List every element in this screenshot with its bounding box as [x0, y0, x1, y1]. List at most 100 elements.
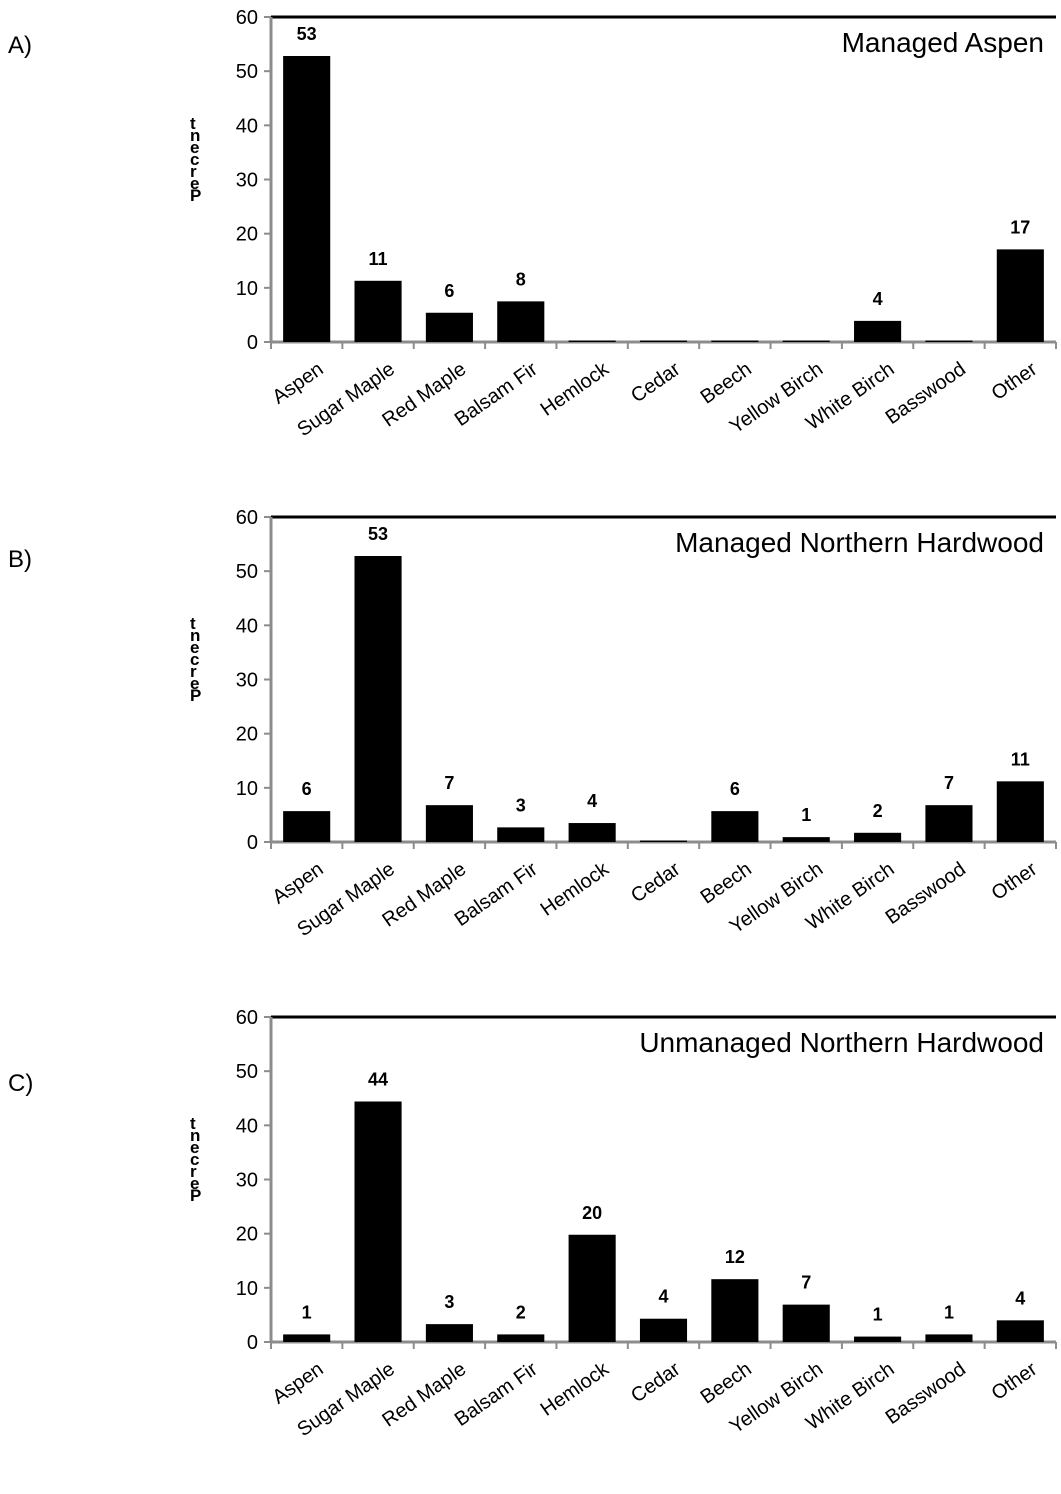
- category-label: Hemlock: [537, 858, 614, 921]
- bar: [497, 1334, 545, 1342]
- bar: [354, 280, 402, 342]
- data-label: 17: [1010, 217, 1030, 237]
- y-tick-label: 0: [247, 1332, 258, 1354]
- data-label: 6: [444, 281, 454, 301]
- category-label: Beech: [697, 1358, 756, 1409]
- chart-title: Managed Northern Hardwood: [675, 527, 1044, 558]
- y-tick-label: 20: [236, 724, 258, 746]
- y-tick-label: 20: [236, 1224, 258, 1246]
- bar: [925, 805, 973, 842]
- y-tick-label: 50: [236, 61, 258, 83]
- bar: [568, 1234, 616, 1342]
- panel-label: B): [8, 546, 32, 573]
- bar: [782, 837, 830, 842]
- data-label: 8: [516, 269, 526, 289]
- panel-c: C) t n e c r e P 0 10 20 30 40 50 60 1 Aspen 44 Su…: [0, 1000, 1061, 1494]
- bar: [854, 320, 902, 342]
- bar: [354, 1101, 402, 1342]
- category-label: Cedar: [627, 1358, 685, 1407]
- y-tick-label: 50: [236, 561, 258, 583]
- panel-label: A): [8, 32, 32, 59]
- bar: [497, 827, 545, 842]
- category-label: Cedar: [627, 358, 685, 407]
- category-label: Beech: [697, 358, 756, 409]
- bar: [925, 1334, 973, 1342]
- y-axis-label: t n e c r e P: [190, 614, 202, 705]
- y-tick-label: 20: [236, 224, 258, 246]
- y-tick-label: 10: [236, 278, 258, 300]
- bar: [283, 811, 331, 842]
- y-tick-label: 10: [236, 1278, 258, 1300]
- bar: [925, 340, 973, 342]
- data-label: 11: [369, 249, 388, 269]
- data-label: 6: [730, 779, 740, 799]
- data-label: 6: [302, 779, 312, 799]
- data-label: 4: [873, 289, 883, 309]
- data-label: 2: [516, 1302, 526, 1322]
- data-label: 4: [658, 1287, 668, 1307]
- y-tick-label: 0: [247, 832, 258, 854]
- y-axis-label: t n e c r e P: [190, 1114, 202, 1205]
- bar: [782, 1304, 830, 1342]
- category-label: Basswood: [882, 1358, 970, 1429]
- category-label: Other: [988, 358, 1042, 405]
- bar: [711, 340, 759, 342]
- bar: [711, 1279, 759, 1342]
- data-label: 2: [873, 801, 883, 821]
- bar: [639, 840, 688, 842]
- panel-b: B) t n e c r e P 0 10 20 30 40 50 60 6 Aspen 53 Su…: [0, 500, 1061, 1000]
- bar: [354, 556, 402, 842]
- y-tick-label: 0: [247, 332, 258, 354]
- chart-title: Managed Aspen: [842, 27, 1044, 58]
- category-label: Other: [988, 858, 1042, 905]
- y-axis-label: t n e c r e P: [190, 114, 202, 205]
- category-label: Hemlock: [537, 1358, 614, 1421]
- data-label: 7: [944, 773, 954, 793]
- y-tick-label: 40: [236, 615, 258, 637]
- y-tick-label: 40: [236, 1115, 258, 1137]
- y-tick-label: 60: [236, 507, 258, 529]
- data-label: 53: [368, 524, 388, 544]
- y-tick-label: 10: [236, 778, 258, 800]
- y-tick-label: 30: [236, 1170, 258, 1192]
- bar: [639, 1318, 688, 1342]
- category-label: Aspen: [268, 358, 327, 409]
- data-label: 3: [444, 1292, 454, 1312]
- panel-label: C): [8, 1070, 34, 1097]
- bar: [854, 1336, 902, 1342]
- bar: [568, 340, 616, 342]
- bar: [996, 781, 1044, 842]
- bar: [497, 301, 545, 342]
- category-label: Cedar: [627, 858, 685, 907]
- bar: [568, 823, 616, 842]
- bar: [639, 340, 688, 342]
- bar: [711, 811, 759, 842]
- y-tick-label: 50: [236, 1061, 258, 1083]
- data-label: 1: [302, 1302, 312, 1322]
- bar: [996, 249, 1044, 342]
- bar: [996, 1320, 1044, 1342]
- data-label: 1: [873, 1305, 883, 1325]
- data-label: 1: [944, 1302, 954, 1322]
- category-label: Aspen: [268, 1358, 327, 1409]
- data-label: 3: [516, 795, 526, 815]
- bar: [283, 56, 331, 342]
- y-tick-label: 60: [236, 7, 258, 29]
- data-label: 7: [801, 1273, 811, 1293]
- category-label: Beech: [697, 858, 756, 909]
- data-label: 7: [444, 773, 454, 793]
- category-label: Basswood: [882, 358, 970, 429]
- bar: [782, 340, 830, 342]
- y-tick-label: 60: [236, 1007, 258, 1029]
- bar: [425, 312, 473, 342]
- category-label: Basswood: [882, 858, 970, 929]
- category-label: Other: [988, 1358, 1042, 1405]
- y-tick-label: 30: [236, 670, 258, 692]
- chart-title: Unmanaged Northern Hardwood: [639, 1027, 1044, 1058]
- bar: [854, 832, 902, 842]
- y-tick-label: 40: [236, 115, 258, 137]
- data-label: 53: [297, 24, 317, 44]
- data-label: 11: [1011, 749, 1030, 769]
